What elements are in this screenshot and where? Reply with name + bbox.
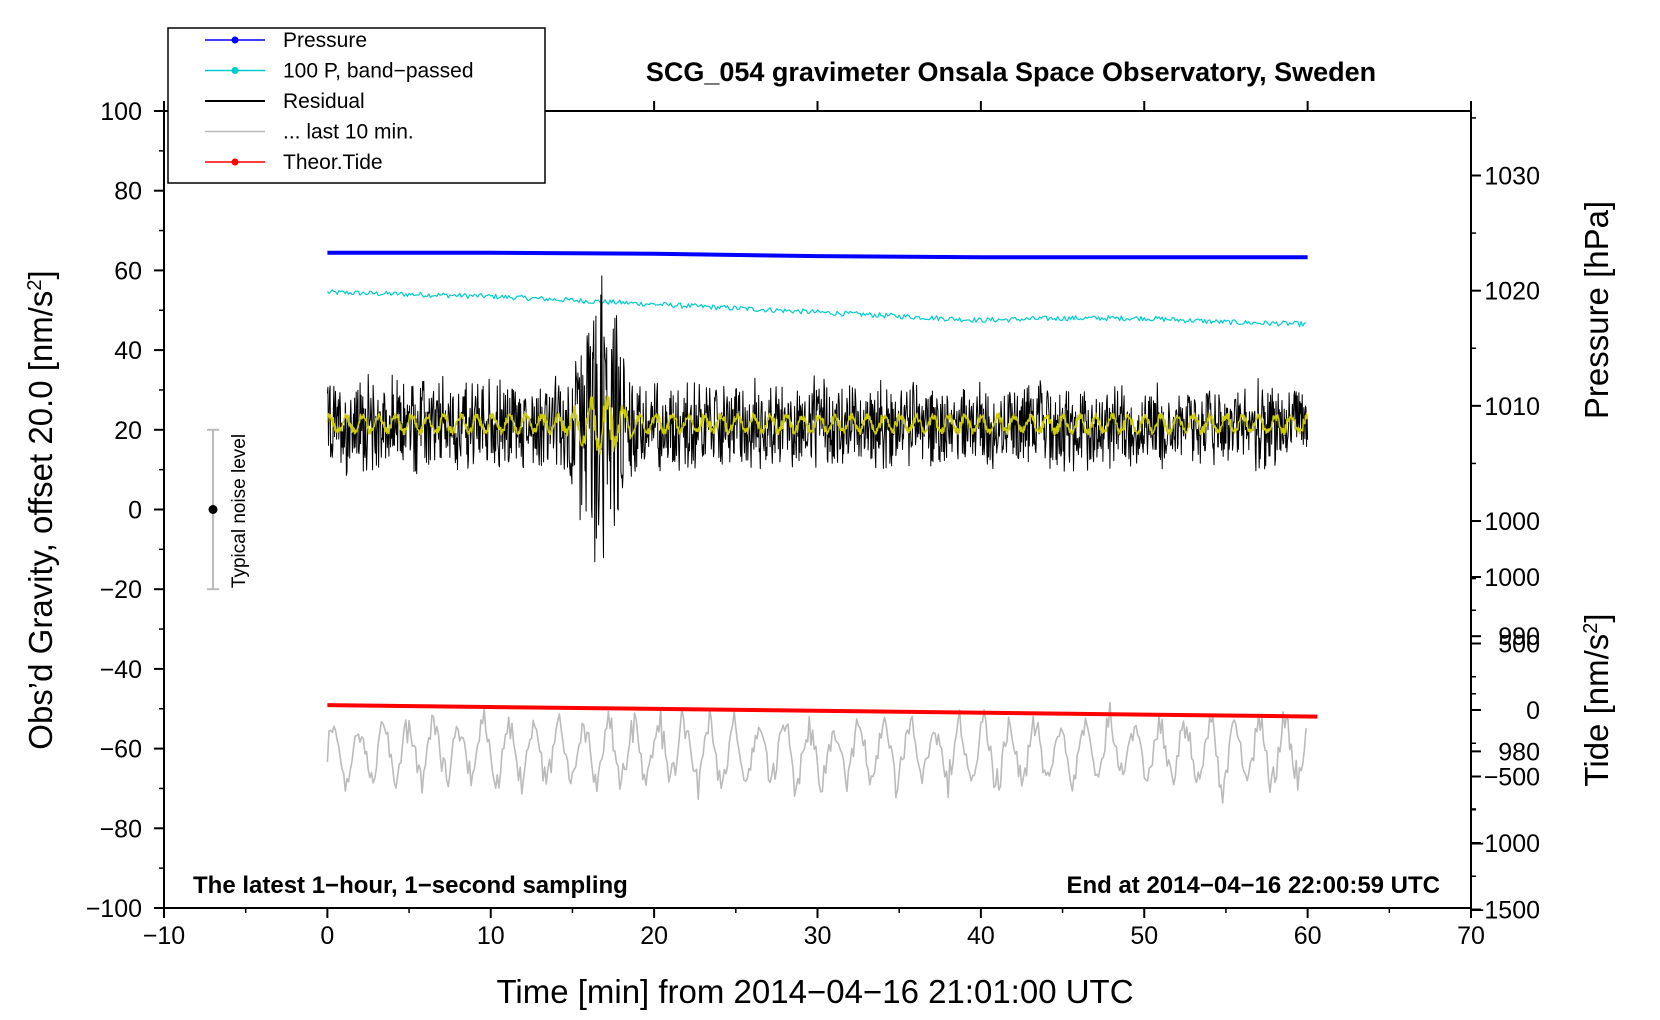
- noise-label: Typical noise level: [229, 434, 250, 588]
- tick-labels: −10 0 10 20 30 40 50 60 70100806040200−20−40−60−…: [86, 98, 1540, 950]
- pressure-tick-label: 1020: [1484, 278, 1540, 306]
- x-tick-label: 40: [967, 922, 995, 950]
- y-tick-label: 40: [114, 337, 142, 365]
- noise-bar-center-dot: [208, 505, 218, 514]
- tide-tick-label: 0: [1526, 697, 1540, 725]
- y-tick-label: −100: [86, 895, 142, 923]
- legend-label: Theor.Tide: [283, 151, 383, 174]
- legend-items: Pressure 100 P, band−passed Residual ... la…: [205, 29, 474, 174]
- legend-marker: [231, 158, 239, 166]
- y-tick-label: −60: [100, 736, 142, 764]
- pressure-tick-label: 1010: [1484, 393, 1540, 421]
- y-axis-title-tide: Tide [nm/s2]: [1578, 613, 1615, 786]
- pressure-tick-label: 1030: [1484, 162, 1540, 190]
- tide-tick-label: −500: [1484, 764, 1540, 792]
- note-right: End at 2014−04−16 22:00:59 UTC: [1066, 872, 1440, 899]
- legend-label: 100 P, band−passed: [283, 60, 474, 83]
- y-tick-label: 100: [100, 98, 142, 126]
- legend: Pressure 100 P, band−passed Residual ... la…: [167, 27, 546, 184]
- tide-tick-label: −1500: [1470, 897, 1540, 925]
- legend-marker: [231, 67, 239, 74]
- series-last-10-min: [326, 701, 1307, 804]
- x-tick-label: 20: [640, 922, 668, 950]
- x-tick-label: 60: [1294, 922, 1322, 950]
- y-axis-title-tide-close: ]: [1578, 613, 1615, 622]
- y-tick-label: 60: [114, 257, 142, 285]
- x-tick-label: 0: [320, 922, 334, 950]
- ticks: [154, 101, 1481, 918]
- legend-label: Pressure: [283, 29, 367, 52]
- legend-marker: [231, 36, 239, 44]
- pressure-tick-label: 980: [1498, 738, 1540, 766]
- x-tick-label: 10: [477, 922, 505, 950]
- y-axis-title-left-sup: 2: [24, 279, 46, 290]
- y-axis-title-pressure: Pressure [hPa]: [1578, 201, 1615, 419]
- y-tick-label: −40: [100, 656, 142, 684]
- series-layer: [326, 250, 1318, 804]
- x-tick-label: −10: [143, 922, 185, 950]
- legend-box: [167, 27, 546, 184]
- y-tick-label: −20: [100, 576, 142, 604]
- note-left: The latest 1−hour, 1−second sampling: [193, 872, 628, 899]
- series-residual-smoothed: [326, 395, 1309, 455]
- x-tick-label: 50: [1130, 922, 1158, 950]
- chart-title: SCG_054 gravimeter Onsala Space Observat…: [646, 57, 1376, 87]
- series-pressure: [327, 250, 1308, 260]
- x-tick-label: 70: [1457, 922, 1485, 950]
- y-tick-label: −80: [100, 815, 142, 843]
- noise-bar: Typical noise level: [207, 428, 250, 591]
- legend-label: Residual: [283, 90, 365, 113]
- series-pressure-bandpassed: [326, 289, 1307, 328]
- y-axis-title-left-close: ]: [22, 270, 59, 279]
- y-axis-title-tide-sup: 2: [1580, 623, 1602, 634]
- y-axis-title-left: Obs’d Gravity, offset 20.0 [nm/s2]: [22, 270, 59, 749]
- tide-tick-label: 500: [1498, 631, 1540, 659]
- y-axis-title-tide-main: Tide [nm/s: [1578, 634, 1615, 787]
- x-tick-label: 30: [804, 922, 832, 950]
- y-tick-label: 80: [114, 178, 142, 206]
- y-tick-label: 0: [128, 497, 142, 525]
- x-axis-title: Time [min] from 2014−04−16 21:01:00 UTC: [496, 973, 1133, 1010]
- pressure-tick-label: 990: [1498, 623, 1540, 651]
- tide-tick-label: −1000: [1470, 830, 1540, 858]
- legend-label: ... last 10 min.: [283, 121, 414, 144]
- plot-frame: [163, 110, 1472, 909]
- tide-tick-label: 1000: [1484, 564, 1540, 592]
- pressure-tick-label: 1000: [1484, 508, 1540, 536]
- series-theor-tide: [327, 703, 1318, 719]
- y-tick-label: 20: [114, 417, 142, 445]
- y-axis-title-left-main: Obs’d Gravity, offset 20.0 [nm/s: [22, 291, 59, 750]
